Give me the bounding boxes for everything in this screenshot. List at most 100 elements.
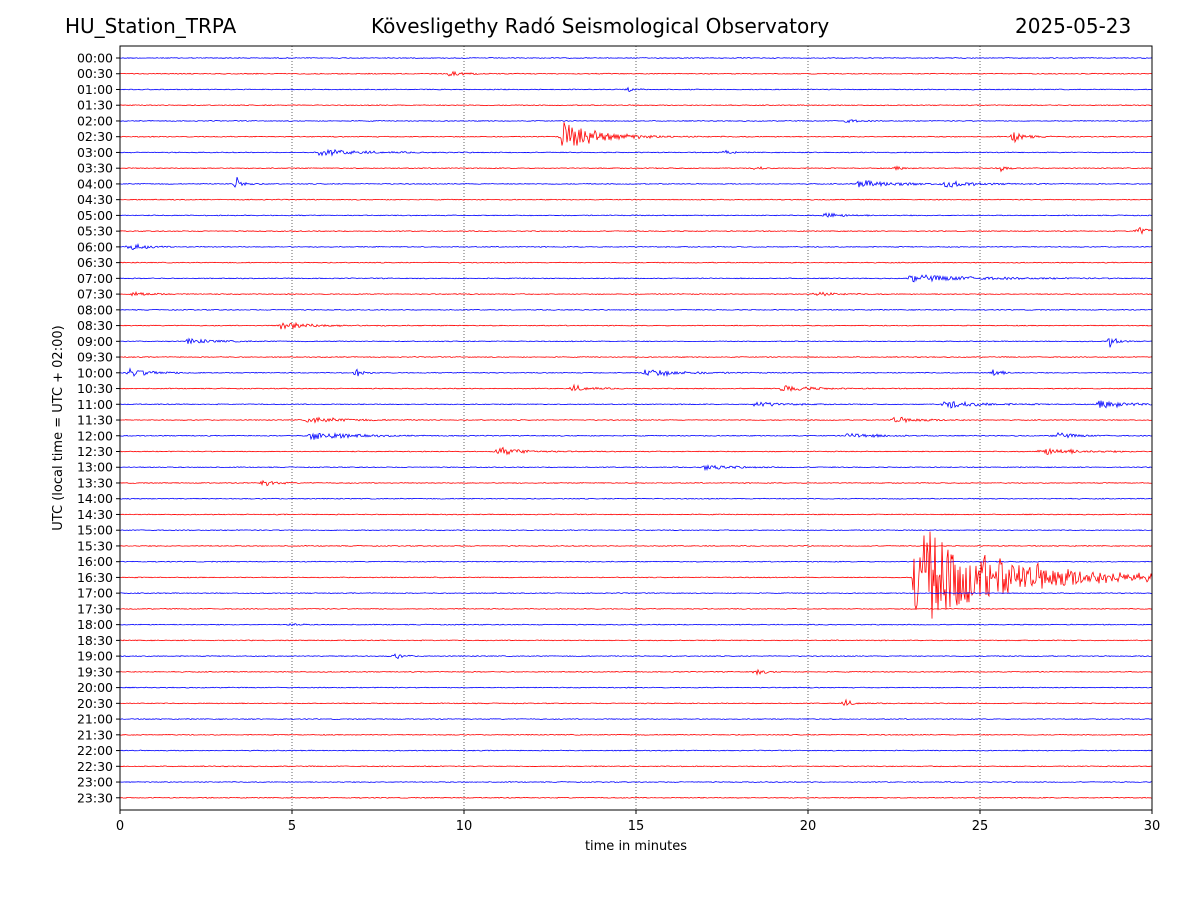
trace-05:30 (119, 226, 1153, 235)
y-tick-label: 18:00 (77, 617, 113, 632)
y-tick-label: 22:00 (77, 743, 113, 758)
y-tick-label: 19:00 (77, 649, 113, 664)
y-tick-label: 11:30 (77, 413, 113, 428)
trace-13:00 (119, 464, 1153, 472)
y-tick-label: 07:30 (77, 287, 113, 302)
x-tick-label: 10 (456, 819, 473, 834)
trace-08:00 (119, 308, 1153, 311)
trace-21:00 (119, 718, 1153, 721)
trace-03:30 (119, 165, 1153, 173)
x-tick-label: 15 (628, 819, 645, 834)
y-tick-label: 18:30 (77, 633, 113, 648)
trace-00:00 (119, 57, 1153, 59)
trace-03:00 (119, 148, 1153, 157)
y-tick-label: 06:00 (77, 239, 113, 254)
x-tick-label: 20 (800, 819, 817, 834)
x-tick-label: 5 (288, 819, 296, 834)
y-tick-label: 16:00 (77, 554, 113, 569)
trace-15:00 (119, 529, 1153, 532)
x-tick-label: 0 (116, 819, 124, 834)
y-tick-label: 15:00 (77, 523, 113, 538)
y-tick-label: 20:30 (77, 696, 113, 711)
trace-09:30 (119, 356, 1153, 358)
trace-23:00 (119, 781, 1153, 783)
y-tick-label: 01:30 (77, 98, 113, 113)
trace-09:00 (119, 337, 1153, 348)
x-tick-label: 25 (972, 819, 989, 834)
y-tick-label: 16:30 (77, 570, 113, 585)
trace-02:00 (119, 119, 1153, 124)
trace-07:00 (119, 274, 1153, 283)
trace-21:30 (119, 733, 1153, 736)
vertical-grid (291, 46, 981, 810)
y-tick-label: 10:30 (77, 381, 113, 396)
x-axis-label: time in minutes (585, 839, 687, 854)
y-tick-label: 12:00 (77, 428, 113, 443)
trace-16:30 (119, 531, 1153, 619)
trace-06:00 (119, 243, 1153, 251)
y-tick-label: 21:00 (77, 712, 113, 727)
trace-20:30 (119, 698, 1153, 707)
trace-04:00 (119, 176, 1153, 188)
y-tick-label: 14:30 (77, 507, 113, 522)
trace-22:00 (119, 749, 1153, 752)
y-tick-label: 12:30 (77, 444, 113, 459)
trace-05:00 (119, 212, 1153, 218)
y-tick-label: 09:00 (77, 334, 113, 349)
y-tick-label: 10:00 (77, 365, 113, 380)
y-tick-label: 08:00 (77, 302, 113, 317)
y-tick-label: 17:30 (77, 601, 113, 616)
trace-11:00 (119, 400, 1153, 409)
y-tick-label: 02:00 (77, 113, 113, 128)
y-tick-label: 17:00 (77, 586, 113, 601)
y-tick-label: 03:30 (77, 161, 113, 176)
record-date: 2025-05-23 (1015, 14, 1132, 38)
y-tick-label: 23:00 (77, 775, 113, 790)
y-tick-label: 11:00 (77, 397, 113, 412)
y-tick-label: 02:30 (77, 129, 113, 144)
trace-20:00 (119, 686, 1153, 689)
trace-06:30 (119, 261, 1153, 264)
y-tick-label: 01:00 (77, 82, 113, 97)
trace-10:00 (119, 367, 1153, 377)
y-tick-label: 13:30 (77, 475, 113, 490)
trace-10:30 (119, 383, 1153, 392)
trace-12:30 (119, 446, 1153, 456)
trace-17:00 (119, 592, 1153, 595)
trace-13:30 (119, 479, 1153, 487)
y-tick-label: 00:00 (77, 51, 113, 66)
observatory-name: Kövesligethy Radó Seismological Observat… (371, 14, 830, 38)
y-tick-label: 04:30 (77, 192, 113, 207)
station-name: HU_Station_TRPA (65, 14, 237, 38)
x-tick-label: 30 (1144, 819, 1161, 834)
trace-07:30 (119, 291, 1153, 297)
trace-19:30 (119, 668, 1153, 676)
y-tick-label: 05:30 (77, 224, 113, 239)
y-axis-ticks: 00:0000:3001:0001:3002:0002:3003:0003:30… (77, 51, 120, 805)
y-tick-label: 20:00 (77, 680, 113, 695)
y-tick-label: 07:00 (77, 271, 113, 286)
trace-14:00 (119, 497, 1153, 500)
y-tick-label: 15:30 (77, 538, 113, 553)
trace-16:00 (119, 560, 1153, 563)
trace-22:30 (119, 765, 1153, 768)
trace-00:30 (119, 70, 1153, 77)
trace-01:30 (119, 104, 1153, 107)
y-tick-label: 00:30 (77, 66, 113, 81)
y-tick-label: 03:00 (77, 145, 113, 160)
y-tick-label: 23:30 (77, 790, 113, 805)
y-tick-label: 05:00 (77, 208, 113, 223)
y-tick-label: 08:30 (77, 318, 113, 333)
trace-04:30 (119, 198, 1153, 201)
trace-11:30 (119, 416, 1153, 424)
y-tick-label: 13:00 (77, 460, 113, 475)
y-tick-label: 14:00 (77, 491, 113, 506)
y-tick-label: 22:30 (77, 759, 113, 774)
trace-18:00 (119, 623, 1153, 627)
seismogram-traces (119, 57, 1153, 799)
trace-15:30 (119, 544, 1153, 547)
trace-19:00 (119, 653, 1153, 660)
trace-23:30 (119, 796, 1153, 799)
y-tick-label: 21:30 (77, 727, 113, 742)
trace-18:30 (119, 639, 1153, 642)
